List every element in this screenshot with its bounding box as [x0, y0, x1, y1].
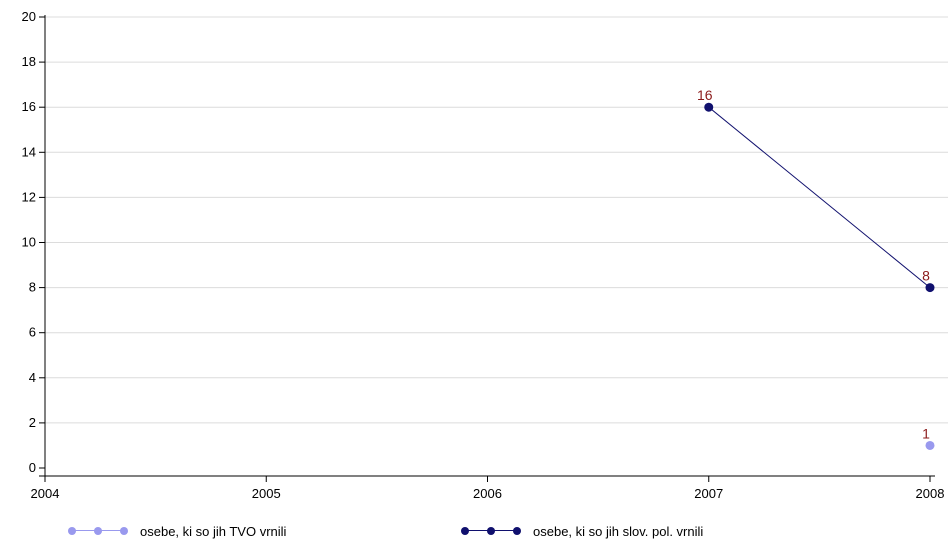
legend-label-police: osebe, ki so jih slov. pol. vrnili	[533, 523, 704, 539]
data-label-1-1: 8	[922, 268, 930, 284]
x-tick-label-2005: 2005	[252, 486, 281, 501]
y-tick-label-14: 14	[22, 144, 36, 159]
x-tick-label-2007: 2007	[694, 486, 723, 501]
y-tick-label-8: 8	[29, 280, 36, 295]
y-tick-label-10: 10	[22, 235, 36, 250]
legend-item-police: osebe, ki so jih slov. pol. vrnili	[459, 520, 703, 542]
y-tick-label-0: 0	[29, 460, 36, 475]
x-tick-labels: 2004 2005 2006 2007 2008	[31, 486, 945, 501]
gridlines	[45, 16, 948, 424]
data-label-0-0: 1	[922, 425, 930, 441]
series-layer	[704, 102, 935, 450]
x-tick-label-2006: 2006	[473, 486, 502, 501]
y-tick-label-12: 12	[22, 189, 36, 204]
y-tick-labels: 0 2 4 6 8 10 12 14 16 18 20	[22, 9, 36, 475]
data-point-0-0	[925, 440, 935, 450]
data-label-1-0: 16	[697, 87, 713, 103]
series-line-1	[708, 106, 931, 288]
legend-swatch-police	[459, 524, 523, 538]
x-tick-label-2008: 2008	[916, 486, 945, 501]
legend-item-tvo: osebe, ki so jih TVO vrnili	[66, 520, 286, 542]
y-tick-label-20: 20	[22, 9, 36, 24]
data-point-1-0	[704, 102, 714, 112]
axes	[39, 15, 935, 482]
data-labels: 1 16 8	[697, 87, 930, 441]
y-tick-label-4: 4	[29, 370, 36, 385]
x-tick-label-2004: 2004	[31, 486, 60, 501]
data-point-1-1	[925, 283, 935, 293]
y-tick-label-2: 2	[29, 415, 36, 430]
legend-label-tvo: osebe, ki so jih TVO vrnili	[140, 523, 287, 539]
legend-swatch-tvo	[66, 524, 130, 538]
y-tick-label-6: 6	[29, 325, 36, 340]
y-tick-label-18: 18	[22, 54, 36, 69]
y-tick-label-16: 16	[22, 99, 36, 114]
